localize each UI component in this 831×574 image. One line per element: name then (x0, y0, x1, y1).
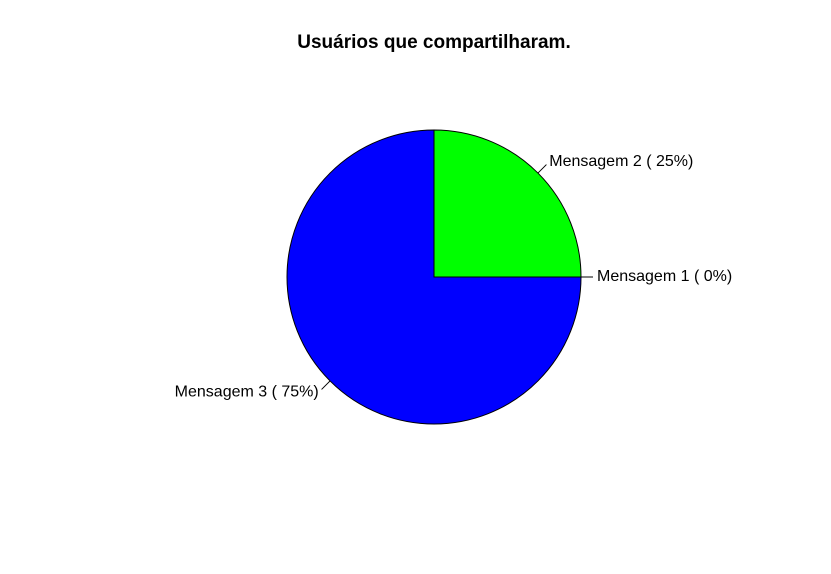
pie-label-2: Mensagem 2 ( 25%) (549, 153, 693, 170)
pie-slices (286, 129, 582, 425)
pie-label-tick-3 (321, 380, 331, 390)
pie-labels: Mensagem 1 ( 0%) Mensagem 2 ( 25%) Mensage… (175, 153, 732, 401)
chart-title: Usuários que compartilharam. (297, 32, 570, 53)
pie-slice-2 (433, 129, 582, 278)
pie-label-tick-2 (537, 164, 547, 174)
pie-label-3: Mensagem 3 ( 75%) (175, 383, 319, 400)
pie-slice-3 (286, 129, 582, 425)
pie-label-1: Mensagem 1 ( 0%) (597, 268, 732, 285)
